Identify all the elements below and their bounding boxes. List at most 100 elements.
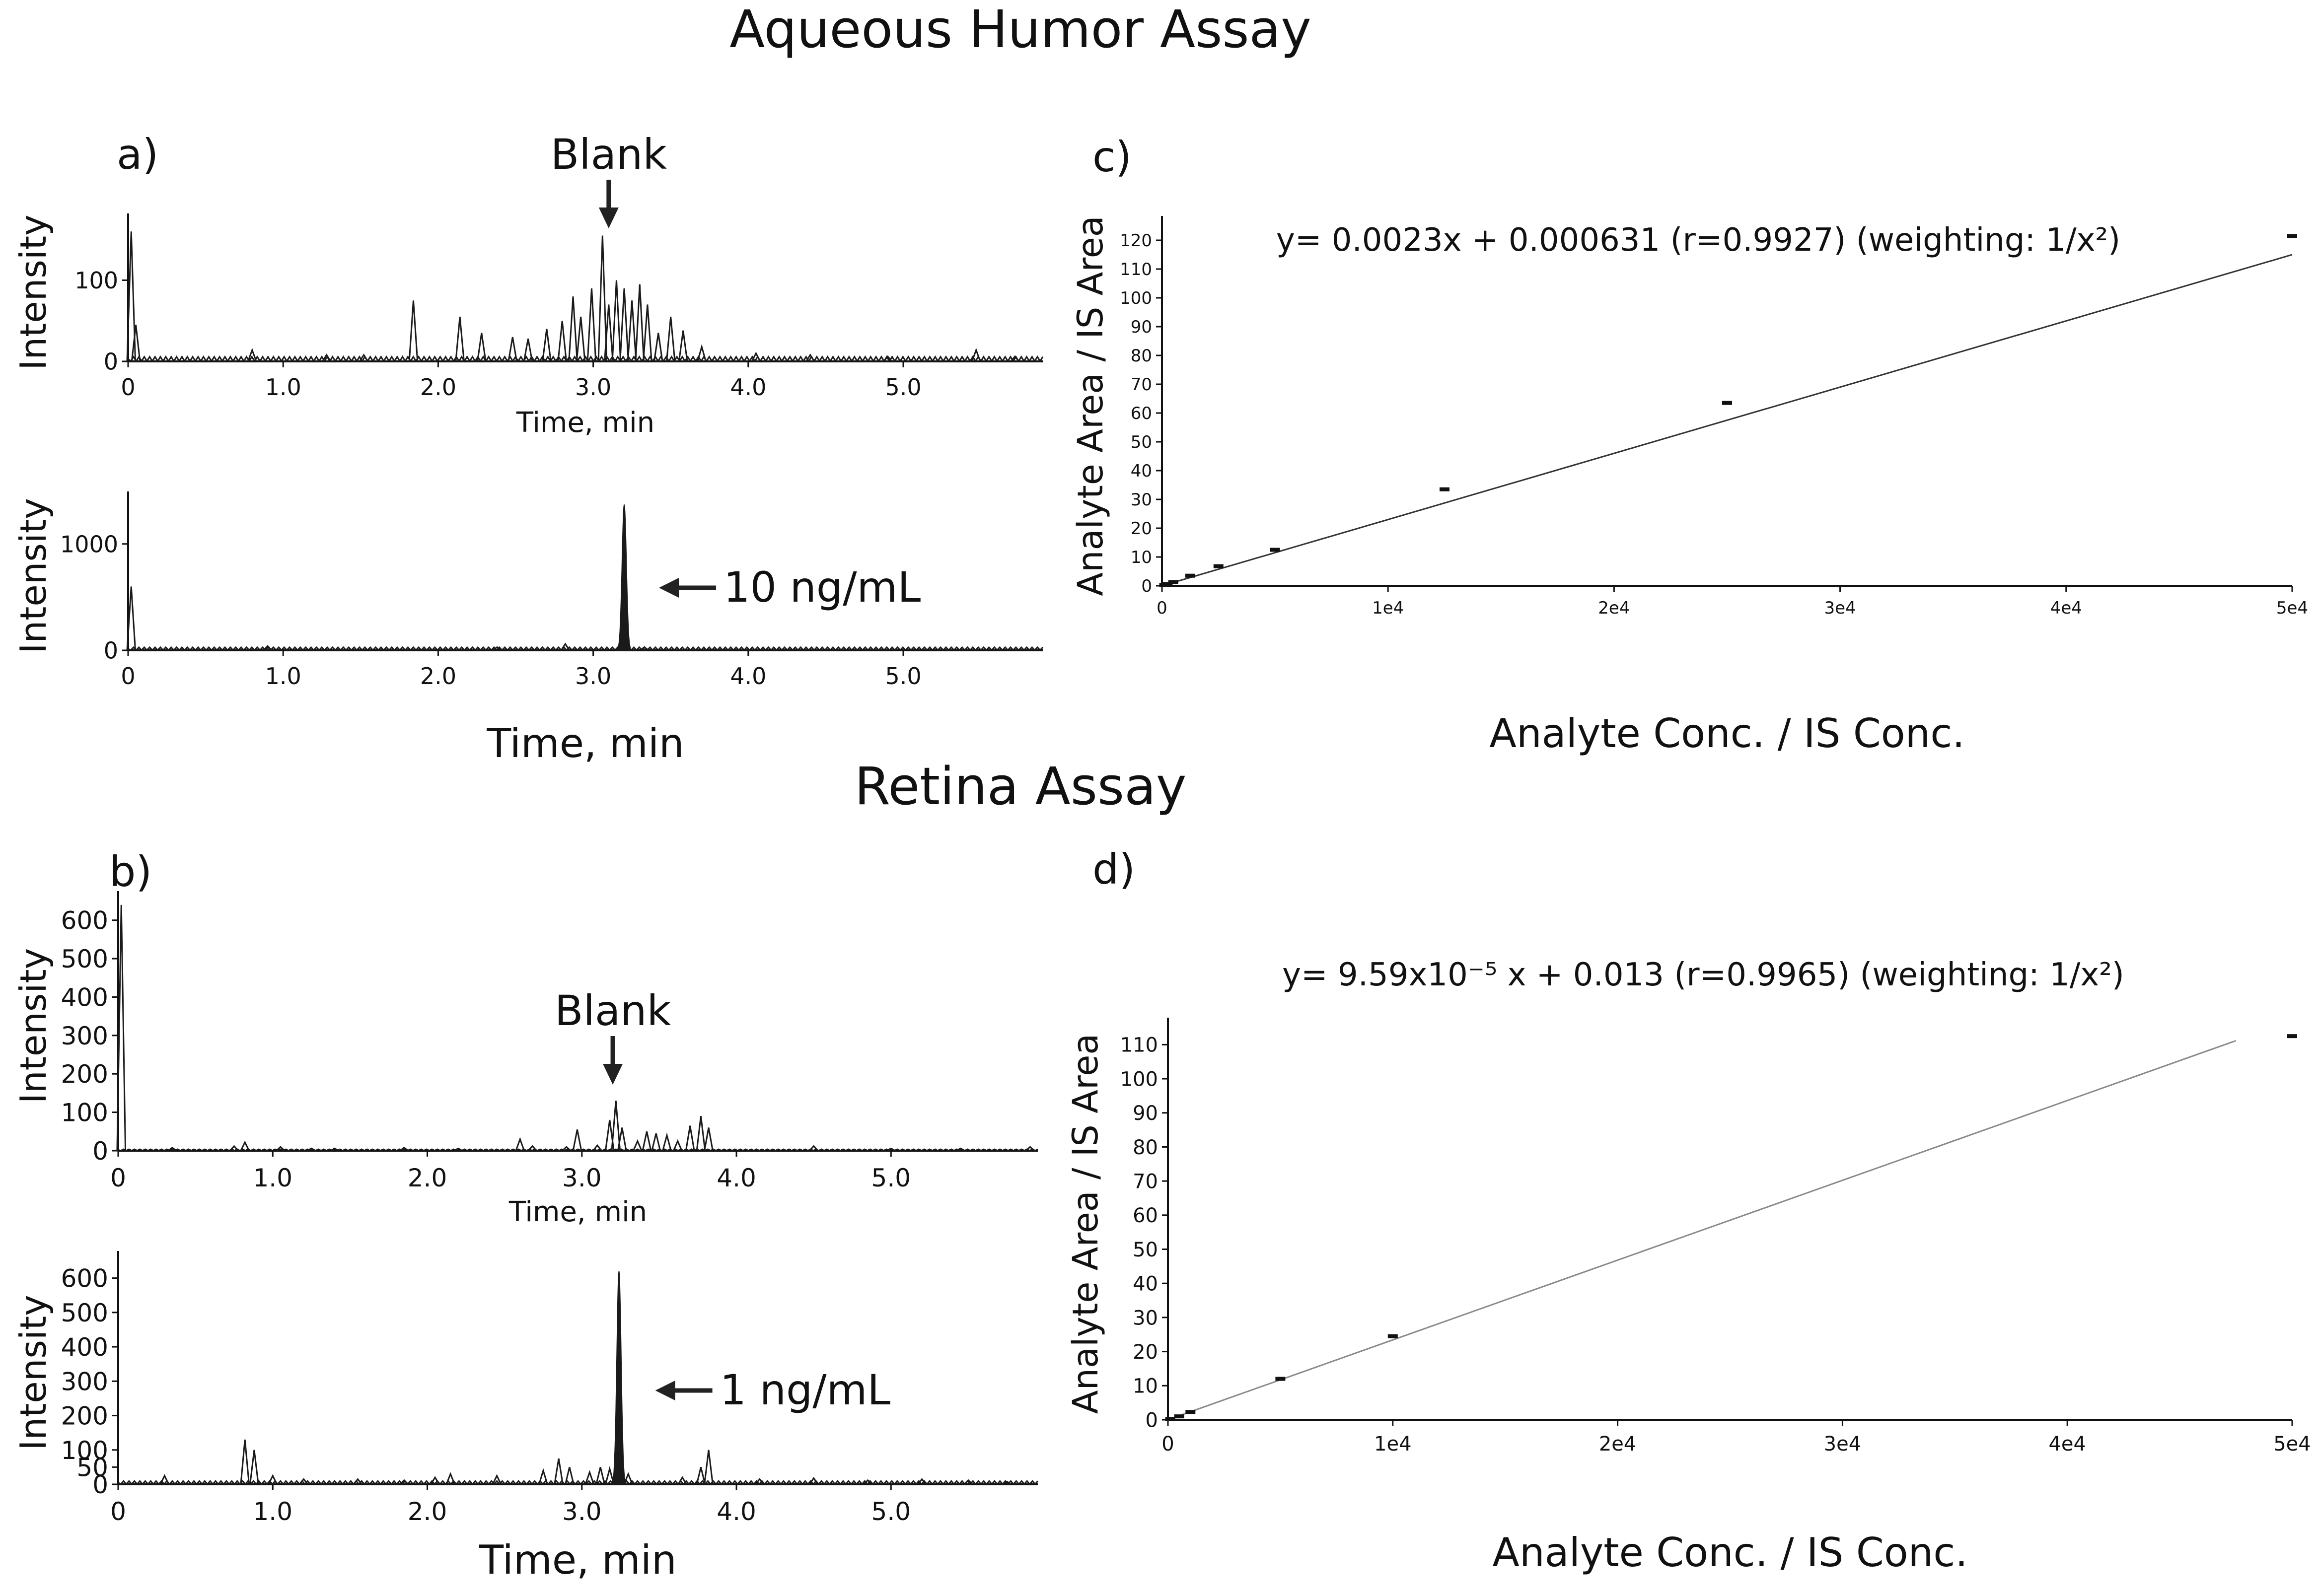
x-tick-label: 0 bbox=[121, 663, 135, 690]
tick-group: 0 1e4 2e4 3e4 4e4 5e4 0 10 20 30 40 50 60 70 80 90 100 11… bbox=[1120, 1034, 2311, 1456]
y-tick-label: 10 bbox=[1131, 548, 1152, 567]
panel-label: a) bbox=[117, 130, 158, 179]
y-tick-label: 90 bbox=[1131, 317, 1152, 337]
peak bbox=[560, 642, 570, 651]
x-tick-label: 2.0 bbox=[420, 663, 456, 690]
peak bbox=[627, 300, 637, 362]
y-tick-label: 10 bbox=[1133, 1375, 1158, 1398]
y-tick-label: 80 bbox=[1131, 346, 1152, 366]
panel-label: c) bbox=[1092, 133, 1132, 181]
peak bbox=[697, 344, 707, 362]
y-tick-label: 50 bbox=[76, 1453, 108, 1482]
y-tick-label: 200 bbox=[61, 1060, 108, 1089]
x-tick-label: 0 bbox=[121, 374, 135, 401]
data-point bbox=[1162, 582, 1173, 586]
peak bbox=[883, 355, 893, 362]
peak bbox=[640, 646, 649, 651]
peak bbox=[651, 1133, 661, 1151]
peak bbox=[755, 1478, 765, 1485]
y-tick-label: 40 bbox=[1131, 461, 1152, 481]
y-tick-label: 60 bbox=[1133, 1204, 1158, 1227]
data-points bbox=[1159, 234, 2297, 587]
panel-5: 0 1e4 2e4 3e4 4e4 5e4 0 10 20 30 40 50 60 70 80 90 100 11… bbox=[1065, 845, 2311, 1576]
x-tick-label: 5e4 bbox=[2276, 598, 2308, 618]
peak bbox=[704, 1127, 714, 1151]
peak bbox=[595, 1467, 605, 1485]
tick-group: 0 1.0 2.0 3.0 4.0 5.0 0 1000 bbox=[60, 531, 922, 690]
peak bbox=[971, 347, 981, 362]
data-point bbox=[2287, 234, 2297, 238]
y-tick-label: 60 bbox=[1131, 404, 1152, 423]
peak bbox=[299, 1478, 309, 1485]
peak bbox=[917, 1478, 927, 1485]
y-tick-label: 300 bbox=[61, 1022, 108, 1050]
chromatogram-trace bbox=[126, 231, 1044, 363]
y-tick-label: 100 bbox=[74, 267, 118, 294]
x-axis-label: Time, min bbox=[516, 407, 654, 439]
peak bbox=[665, 316, 676, 362]
data-point bbox=[1213, 564, 1224, 568]
peak bbox=[554, 1458, 564, 1485]
y-tick-label: 0 bbox=[1141, 576, 1152, 596]
peak bbox=[445, 1472, 455, 1485]
peak bbox=[353, 1478, 362, 1485]
x-tick-label: 0 bbox=[110, 1497, 126, 1526]
peak bbox=[677, 1476, 687, 1485]
data-point bbox=[1185, 573, 1195, 578]
peak bbox=[1025, 1146, 1035, 1152]
peak bbox=[642, 1131, 652, 1151]
y-axis-label: Intensity bbox=[12, 1295, 54, 1450]
x-tick-label: 0 bbox=[1157, 598, 1167, 618]
peak bbox=[662, 1132, 672, 1151]
peak bbox=[453, 1147, 463, 1152]
peak bbox=[635, 284, 645, 362]
peak bbox=[956, 1147, 965, 1152]
peak bbox=[399, 1146, 409, 1152]
peak bbox=[159, 1474, 170, 1485]
peak bbox=[240, 1140, 250, 1151]
y-tick-label: 600 bbox=[61, 1264, 108, 1293]
peak bbox=[557, 321, 567, 362]
x-tick-label: 3.0 bbox=[562, 1497, 602, 1526]
annotation-arrow-head bbox=[659, 578, 679, 598]
y-axis-label: Intensity bbox=[12, 948, 54, 1104]
x-axis-label: Analyte Conc. / IS Conc. bbox=[1492, 1529, 1968, 1576]
y-tick-label: 70 bbox=[1131, 375, 1152, 395]
data-point bbox=[1722, 401, 1732, 405]
x-tick-label: 3.0 bbox=[575, 663, 611, 690]
x-tick-label: 0 bbox=[1161, 1433, 1174, 1456]
peak bbox=[673, 1139, 683, 1151]
annotation-label: Blank bbox=[555, 986, 671, 1035]
peak bbox=[330, 1147, 339, 1152]
peak bbox=[592, 1144, 602, 1151]
y-tick-label: 400 bbox=[61, 1333, 108, 1362]
y-tick-label: 50 bbox=[1133, 1239, 1158, 1261]
y-tick-label: 120 bbox=[1120, 231, 1152, 251]
y-tick-label: 30 bbox=[1131, 490, 1152, 510]
data-points bbox=[1165, 1034, 2297, 1421]
peak bbox=[597, 235, 608, 362]
peak bbox=[515, 1137, 525, 1151]
peak bbox=[542, 329, 552, 362]
peak bbox=[116, 904, 127, 1151]
peak bbox=[704, 1450, 714, 1485]
peak bbox=[805, 353, 815, 362]
peak bbox=[1002, 1480, 1012, 1485]
x-tick-label: 3.0 bbox=[575, 374, 611, 401]
y-tick-label: 0 bbox=[92, 1470, 108, 1499]
peak bbox=[229, 1145, 239, 1152]
x-tick-label: 1.0 bbox=[253, 1164, 292, 1192]
y-tick-label: 40 bbox=[1133, 1273, 1158, 1296]
y-tick-label: 100 bbox=[61, 1099, 108, 1127]
y-tick-label: 500 bbox=[61, 1299, 108, 1327]
panel-label: d) bbox=[1092, 845, 1135, 894]
main-peak bbox=[616, 504, 633, 651]
fit-equation: y= 0.0023x + 0.000631 (r=0.9927) (weight… bbox=[1276, 222, 2120, 259]
y-tick-label: 110 bbox=[1120, 1034, 1158, 1057]
peak bbox=[307, 1147, 316, 1152]
x-tick-label: 4.0 bbox=[717, 1497, 756, 1526]
peak bbox=[492, 646, 502, 651]
x-tick-label: 0 bbox=[110, 1164, 126, 1192]
peak bbox=[477, 333, 487, 362]
